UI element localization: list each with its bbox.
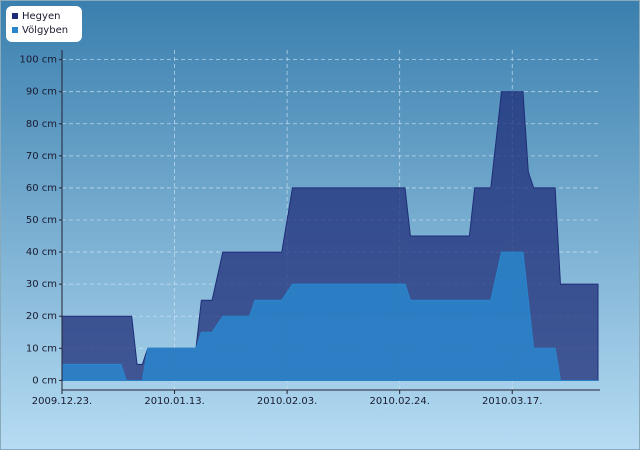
x-tick-label: 2010.01.13. <box>144 396 204 407</box>
x-tick-label: 2010.03.17. <box>482 396 542 407</box>
y-tick-label: 10 cm <box>26 343 57 354</box>
legend-box <box>6 6 82 42</box>
y-tick-label: 60 cm <box>26 183 57 194</box>
areas <box>61 91 599 381</box>
y-tick-label: 90 cm <box>26 87 57 98</box>
y-tick-label: 50 cm <box>26 215 57 226</box>
y-tick-label: 0 cm <box>32 375 57 386</box>
legend-label: Hegyen <box>22 11 60 22</box>
legend-swatch <box>12 13 18 19</box>
y-tick-label: 20 cm <box>26 311 57 322</box>
x-tick-label: 2009.12.23. <box>32 396 92 407</box>
y-tick-label: 30 cm <box>26 279 57 290</box>
axes: 0 cm 10 cm 20 cm 30 cm 40 cm 50 cm 60 cm 70 cm 8… <box>19 50 600 407</box>
legend: Hegyen Völgyben <box>6 6 82 42</box>
legend-label: Völgyben <box>22 25 68 36</box>
y-tick-label: 80 cm <box>26 119 57 130</box>
area <box>61 251 598 381</box>
y-tick-label: 70 cm <box>26 151 57 162</box>
legend-swatch <box>12 27 18 33</box>
y-tick-label: 40 cm <box>26 247 57 258</box>
x-tick-label: 2010.02.03. <box>257 396 317 407</box>
y-tick-label: 100 cm <box>19 55 57 66</box>
x-tick-label: 2010.02.24. <box>369 396 429 407</box>
